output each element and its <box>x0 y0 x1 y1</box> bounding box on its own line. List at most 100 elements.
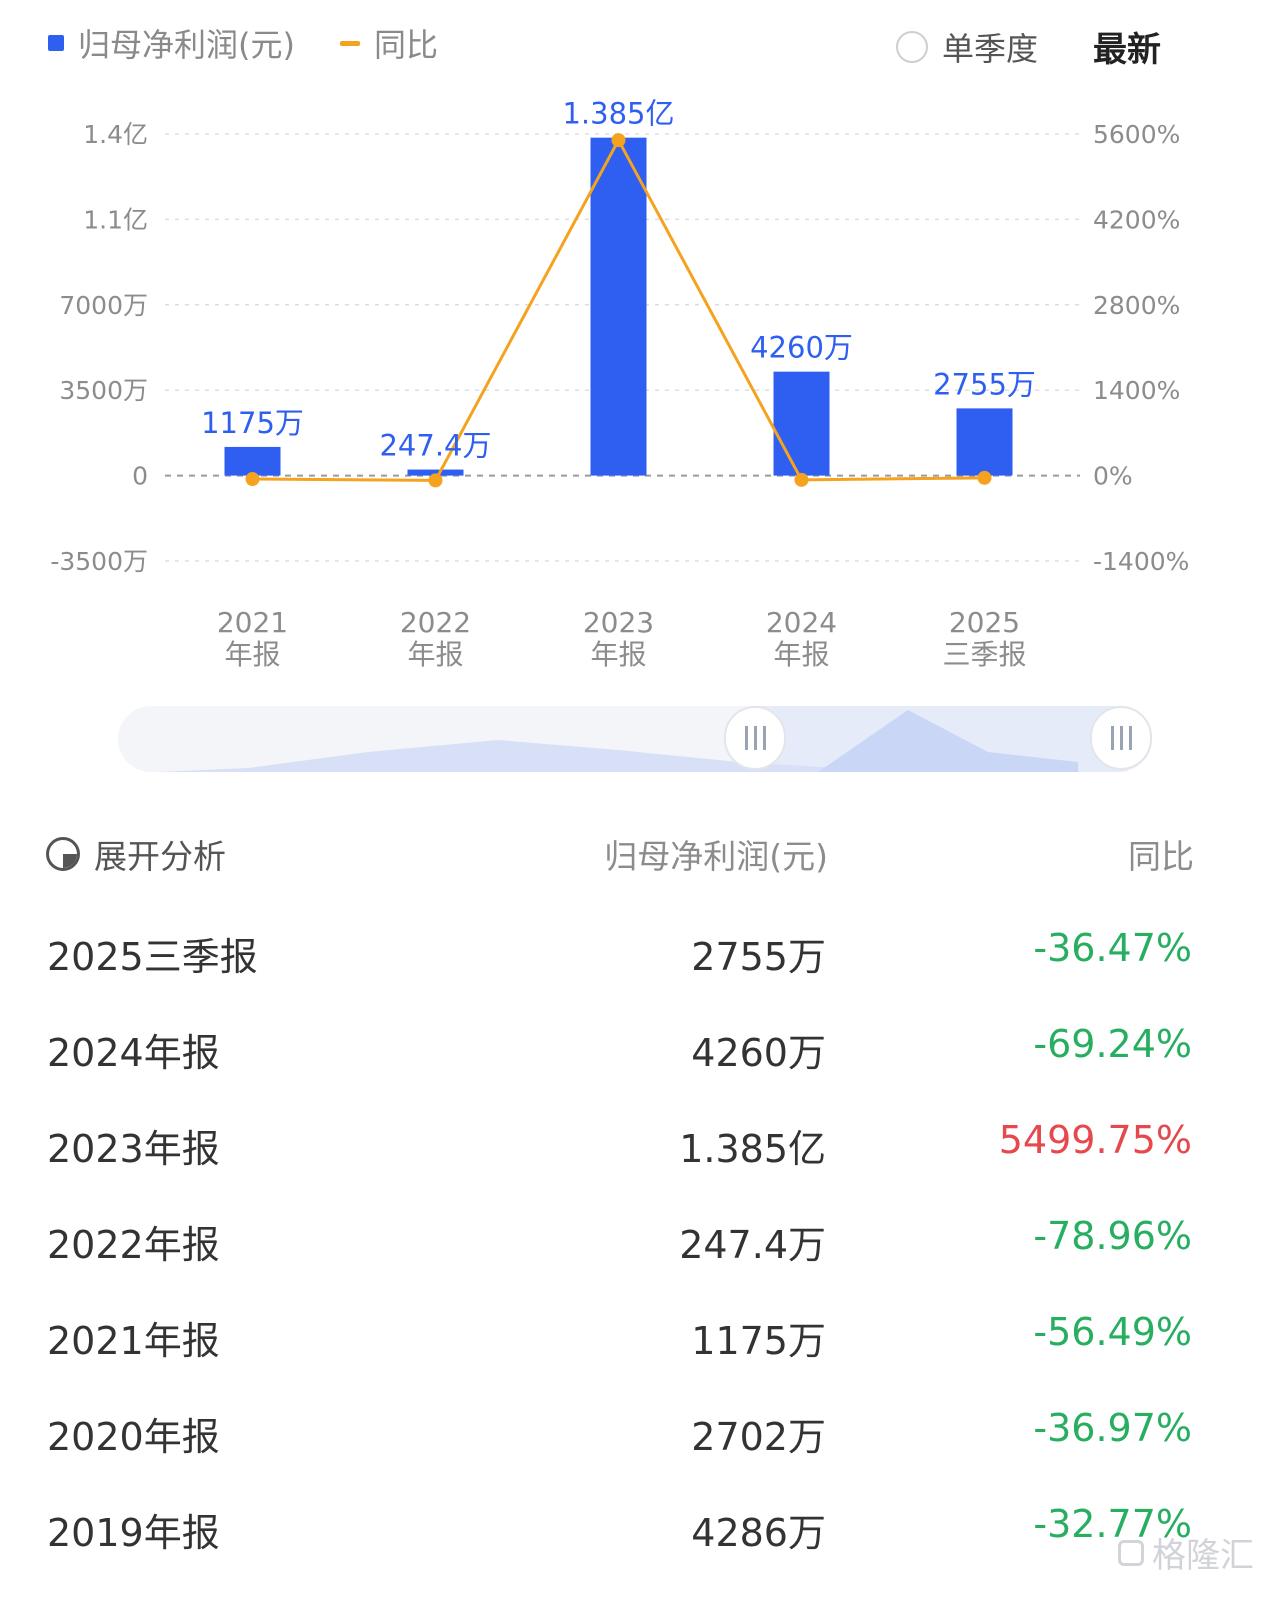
bar-data-label: 4260万 <box>750 331 853 365</box>
cell-period: 2025三季报 <box>47 935 258 979</box>
expand-analysis-button[interactable]: 展开分析 <box>46 830 226 878</box>
y-left-tick-label: -3500万 <box>50 547 148 576</box>
y-right-tick-label: -1400% <box>1093 547 1189 576</box>
y-left-tick-label: 1.4亿 <box>83 120 148 149</box>
cell-period: 2019年报 <box>47 1511 220 1555</box>
latest-button[interactable]: 最新 <box>1093 30 1161 70</box>
slider-handle-left[interactable] <box>724 706 786 770</box>
cell-period: 2022年报 <box>47 1223 220 1267</box>
slider-handle-right[interactable] <box>1090 706 1152 770</box>
y-right-tick-label: 2800% <box>1093 291 1180 320</box>
y-left-tick-label: 1.1亿 <box>83 205 148 234</box>
x-tick-label: 年报 <box>407 638 463 671</box>
x-tick-label: 2024 <box>766 606 837 639</box>
bar <box>224 446 281 476</box>
cell-period: 2024年报 <box>47 1031 220 1075</box>
slider-preview-area-1 <box>158 740 908 772</box>
cell-profit: 247.4万 <box>679 1223 826 1267</box>
single-quarter-toggle[interactable]: 单季度 <box>896 24 1038 70</box>
legend-item-yoy[interactable]: 同比 <box>340 20 438 66</box>
cell-profit: 2755万 <box>691 935 826 979</box>
line-series <box>245 133 992 488</box>
table-row[interactable]: 2023年报 1.385亿 5499.75% <box>0 1118 1266 1214</box>
watermark-text: 格隆汇 <box>1152 1536 1254 1576</box>
bar-data-label: 1175万 <box>201 406 304 440</box>
x-tick-label: 年报 <box>590 638 646 671</box>
y-right-tick-label: 4200% <box>1093 205 1180 234</box>
yoy-point <box>611 133 626 148</box>
bar-data-label: 2755万 <box>933 367 1036 401</box>
grip-icon <box>744 726 766 750</box>
legend-item-profit[interactable]: 归母净利润(元) <box>48 20 295 66</box>
bar-data-labels: 1175万 247.4万 1.385亿 4260万 2755万 <box>201 97 1036 463</box>
bar <box>407 469 464 476</box>
legend-swatch-line <box>340 40 360 46</box>
yoy-point <box>977 470 992 485</box>
table-row[interactable]: 2020年报 2702万 -36.97% <box>0 1406 1266 1502</box>
expand-analysis-label: 展开分析 <box>94 837 226 876</box>
pie-chart-icon <box>46 837 80 871</box>
watermark-logo-icon <box>1118 1539 1144 1566</box>
x-tick-label: 年报 <box>224 638 280 671</box>
cell-profit: 1175万 <box>691 1319 826 1363</box>
cell-profit: 2702万 <box>691 1415 826 1459</box>
bar-data-label: 1.385亿 <box>562 97 674 131</box>
table-row[interactable]: 2021年报 1175万 -56.49% <box>0 1310 1266 1406</box>
table-row[interactable]: 2019年报 4286万 -32.77% <box>0 1502 1266 1598</box>
yoy-point <box>428 473 443 488</box>
watermark: 格隆汇 <box>1118 1528 1254 1577</box>
range-slider[interactable] <box>118 706 1152 772</box>
x-tick-label: 2025 <box>949 606 1020 639</box>
cell-yoy: -32.77% <box>1033 1502 1192 1546</box>
y-left-tick-label: 7000万 <box>59 291 148 320</box>
cell-profit: 4260万 <box>691 1031 826 1075</box>
x-tick-label: 年报 <box>773 638 829 671</box>
y-left-tick-label: 3500万 <box>59 376 148 405</box>
x-tick-label: 2023 <box>583 606 654 639</box>
cell-profit: 4286万 <box>691 1511 826 1555</box>
cell-yoy: -78.96% <box>1033 1214 1192 1258</box>
yoy-point <box>794 472 809 487</box>
cell-yoy: -69.24% <box>1033 1022 1192 1066</box>
x-tick-label: 2022 <box>400 606 471 639</box>
y-left-tick-label: 0 <box>132 462 148 491</box>
cell-yoy: 5499.75% <box>998 1118 1192 1162</box>
grip-icon <box>1110 726 1132 750</box>
x-tick-label: 2021 <box>217 606 288 639</box>
cell-yoy: -36.97% <box>1033 1406 1192 1450</box>
chart-header: 归母净利润(元) 同比 单季度 最新 <box>0 0 1266 90</box>
cell-yoy: -36.47% <box>1033 926 1192 970</box>
column-header-yoy: 同比 <box>1128 837 1194 876</box>
bar <box>773 371 830 476</box>
bar <box>956 408 1013 476</box>
legend-label-yoy: 同比 <box>374 26 439 64</box>
yoy-point <box>245 472 260 487</box>
profit-chart: -3500万 0 3500万 7000万 1.1亿 1.4亿 -1400% 0% 1400% 2… <box>50 97 1189 671</box>
column-header-profit: 归母净利润(元) <box>604 837 828 876</box>
y-axis-left: -3500万 0 3500万 7000万 1.1亿 1.4亿 <box>50 120 148 576</box>
table-header: 展开分析 归母净利润(元) 同比 <box>0 830 1266 890</box>
radio-icon[interactable] <box>896 31 928 63</box>
bar-series <box>224 137 1013 476</box>
y-right-tick-label: 5600% <box>1093 120 1180 149</box>
bar-data-label: 247.4万 <box>379 429 491 463</box>
slider-preview-area-2 <box>818 710 1078 772</box>
legend-swatch-bar <box>48 35 64 51</box>
table-row[interactable]: 2024年报 4260万 -69.24% <box>0 1022 1266 1118</box>
slider-preview <box>158 710 1078 772</box>
table-row[interactable]: 2025三季报 2755万 -36.47% <box>0 926 1266 1022</box>
cell-yoy: -56.49% <box>1033 1310 1192 1354</box>
cell-period: 2020年报 <box>47 1415 220 1459</box>
x-tick-label: 三季报 <box>942 638 1026 671</box>
cell-period: 2021年报 <box>47 1319 220 1363</box>
legend-label-profit: 归母净利润(元) <box>78 26 295 64</box>
y-right-tick-label: 1400% <box>1093 376 1180 405</box>
y-right-tick-label: 0% <box>1093 462 1133 491</box>
bar <box>590 137 647 476</box>
cell-period: 2023年报 <box>47 1127 220 1171</box>
single-quarter-label: 单季度 <box>942 30 1039 68</box>
table-row[interactable]: 2022年报 247.4万 -78.96% <box>0 1214 1266 1310</box>
y-axis-right: -1400% 0% 1400% 2800% 4200% 5600% <box>1093 120 1189 576</box>
cell-profit: 1.385亿 <box>679 1127 826 1171</box>
